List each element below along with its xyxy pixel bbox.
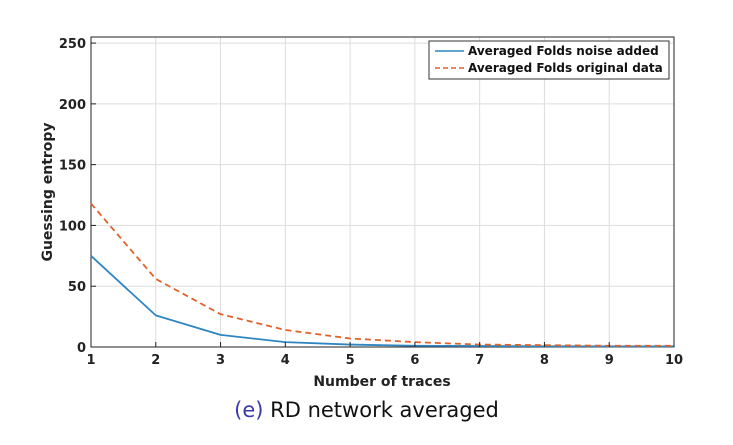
series-group (90, 202, 674, 348)
y-tick-label: 0 (77, 341, 86, 356)
legend-label-original-data: Averaged Folds original data (468, 61, 663, 75)
x-tick-label: 5 (346, 353, 355, 368)
plot-frame (90, 36, 675, 348)
legend-label-noise-added: Averaged Folds noise added (468, 44, 659, 58)
x-axis-label: Number of traces (313, 374, 450, 390)
series-line-original-data (90, 202, 674, 347)
x-tick-label: 1 (86, 353, 95, 368)
x-tick-label: 10 (665, 353, 683, 368)
x-tick-label: 6 (410, 353, 419, 368)
x-tick-label: 2 (151, 353, 160, 368)
figure-caption: (e) RD network averaged (0, 398, 733, 422)
x-tick-label: 4 (281, 353, 290, 368)
caption-text: RD network averaged (270, 398, 499, 422)
y-tick-label: 150 (59, 159, 86, 174)
y-tick-label: 250 (59, 37, 86, 52)
x-tick-label: 7 (475, 353, 484, 368)
caption-tag: (e) (234, 398, 264, 422)
y-tick-label: 100 (59, 219, 86, 234)
x-tick-label: 9 (605, 353, 614, 368)
grid (90, 37, 675, 348)
y-tick-label: 50 (68, 280, 86, 295)
legend: Averaged Folds noise added Averaged Fold… (428, 40, 670, 80)
series-line-noise-added (90, 255, 674, 348)
legend-box (428, 40, 670, 80)
x-tick-label: 8 (540, 353, 549, 368)
y-axis-label: Guessing entropy (40, 122, 56, 261)
y-tick-label: 200 (59, 98, 86, 113)
x-tick-label: 3 (216, 353, 225, 368)
